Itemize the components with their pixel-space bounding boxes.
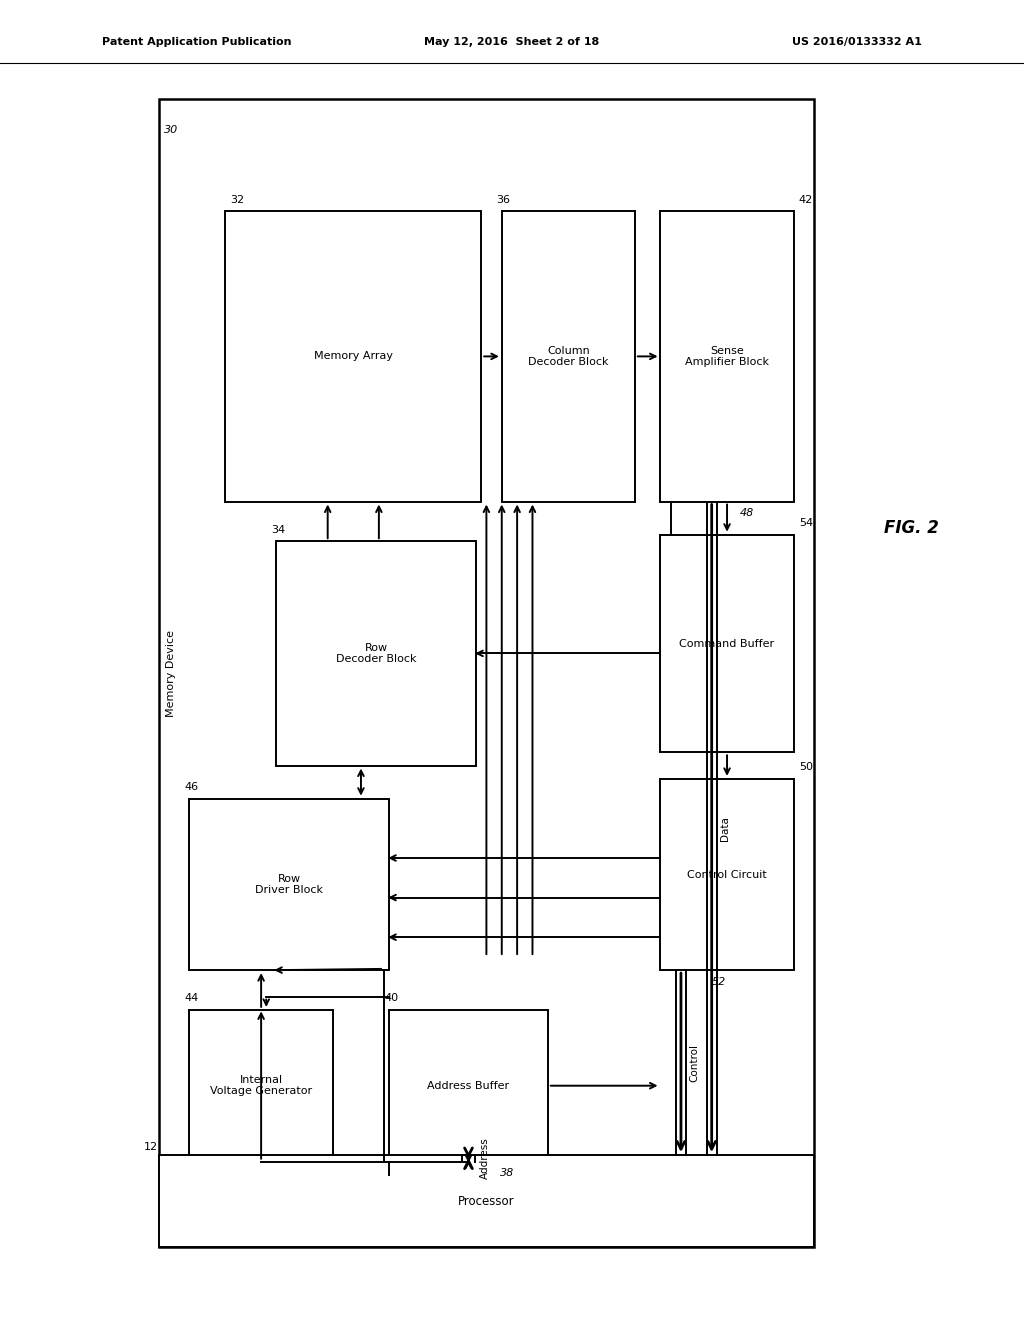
Text: Address: Address [479, 1138, 489, 1179]
Text: Column
Decoder Block: Column Decoder Block [528, 346, 608, 367]
Text: Data: Data [720, 816, 730, 841]
Bar [159, 1155, 814, 1247]
Bar [189, 799, 389, 970]
Text: May 12, 2016  Sheet 2 of 18: May 12, 2016 Sheet 2 of 18 [424, 37, 600, 48]
Text: Address Buffer: Address Buffer [427, 1081, 510, 1090]
Text: Control: Control [689, 1044, 699, 1081]
Text: Sense
Amplifier Block: Sense Amplifier Block [685, 346, 769, 367]
Text: 44: 44 [184, 993, 199, 1003]
Text: 48: 48 [739, 508, 754, 519]
Bar [159, 99, 814, 1247]
Bar [502, 211, 635, 502]
Text: 34: 34 [271, 524, 286, 535]
Text: 52: 52 [712, 977, 726, 987]
Text: 38: 38 [501, 1168, 514, 1179]
Bar [660, 535, 794, 752]
Text: 54: 54 [799, 517, 813, 528]
Text: Command Buffer: Command Buffer [680, 639, 774, 648]
Text: Memory Array: Memory Array [313, 351, 393, 362]
Text: Patent Application Publication: Patent Application Publication [102, 37, 292, 48]
Text: FIG. 2: FIG. 2 [884, 519, 939, 537]
Text: 32: 32 [230, 194, 245, 205]
Bar [389, 1010, 548, 1162]
Text: Row
Decoder Block: Row Decoder Block [336, 643, 417, 664]
Text: 30: 30 [164, 125, 178, 136]
Bar [276, 541, 476, 766]
Text: Memory Device: Memory Device [166, 630, 176, 717]
Text: Control Circuit: Control Circuit [687, 870, 767, 879]
Text: US 2016/0133332 A1: US 2016/0133332 A1 [792, 37, 922, 48]
Text: 12: 12 [143, 1142, 158, 1152]
Bar [225, 211, 481, 502]
Bar [660, 779, 794, 970]
Text: 46: 46 [184, 781, 199, 792]
Text: Internal
Voltage Generator: Internal Voltage Generator [210, 1074, 312, 1097]
Bar [660, 211, 794, 502]
Text: Processor: Processor [458, 1195, 515, 1208]
Text: 40: 40 [384, 993, 398, 1003]
Text: 36: 36 [497, 194, 511, 205]
Text: 50: 50 [799, 762, 813, 772]
Text: 42: 42 [799, 194, 813, 205]
Text: Row
Driver Block: Row Driver Block [255, 874, 324, 895]
Bar [189, 1010, 333, 1162]
